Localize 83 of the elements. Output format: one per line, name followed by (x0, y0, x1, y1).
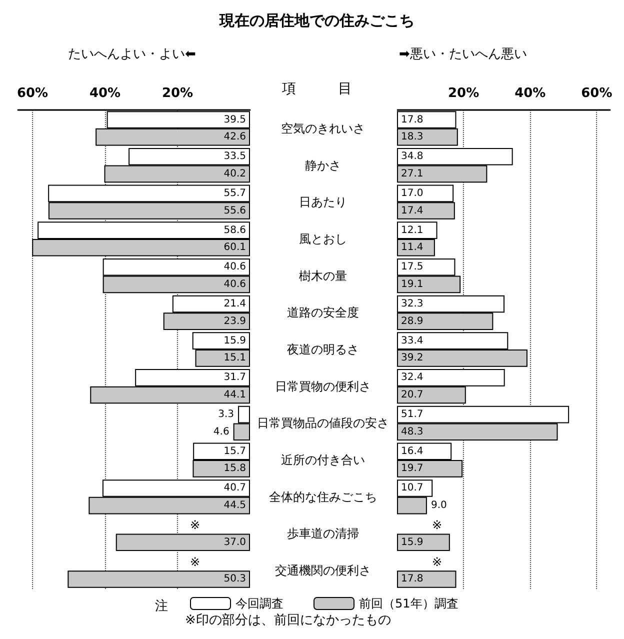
data-label: 9.0 (430, 500, 447, 512)
data-label: 28.9 (401, 316, 424, 327)
x-axis-title: ➡悪い・たいへん悪い (399, 47, 527, 62)
data-label: 39.5 (224, 114, 246, 126)
data-label: 34.8 (401, 151, 424, 162)
data-label: 40.2 (224, 168, 246, 180)
y-tick-label: 交通機関の便利さ (275, 564, 371, 578)
y-tick-label: 全体的な住みごこち (269, 490, 377, 504)
x-tick-label: 40% (89, 86, 121, 101)
y-tick-label: 樹木の量 (299, 268, 347, 283)
data-label: 51.7 (401, 409, 424, 420)
data-label: 17.4 (401, 205, 424, 216)
y-tick-label: 静かさ (305, 158, 341, 172)
data-label: 10.7 (401, 482, 424, 494)
data-label: 27.1 (401, 168, 424, 180)
text: ※ (432, 518, 442, 532)
text: ※ (432, 555, 442, 570)
data-label: 20.7 (401, 390, 424, 401)
data-label: 11.4 (401, 242, 424, 254)
data-label: 32.4 (401, 372, 424, 384)
data-label: 17.8 (401, 114, 424, 126)
data-label: 58.6 (224, 224, 246, 236)
data-label: 15.9 (401, 536, 424, 548)
data-label: 40.7 (224, 482, 246, 494)
data-label: 17.0 (401, 188, 424, 199)
x-tick-label: 60% (581, 86, 612, 101)
data-label: 31.7 (224, 372, 246, 384)
y-tick-label: 近所の付き合い (281, 453, 365, 468)
data-label: 15.1 (224, 352, 246, 364)
data-label: 18.3 (401, 132, 424, 143)
data-label: 23.9 (224, 316, 246, 327)
y-tick-label: 夜道の明るさ (287, 342, 359, 356)
data-label: 17.8 (401, 574, 424, 585)
data-label: 33.4 (401, 335, 424, 346)
data-label: 15.9 (224, 335, 246, 346)
legend-label: 今回調査 (236, 596, 284, 610)
bar (397, 534, 450, 552)
y-tick-label: 歩車道の清掃 (287, 526, 359, 541)
data-label: 32.3 (401, 298, 424, 310)
bar (116, 534, 250, 552)
data-label: 55.6 (224, 205, 246, 216)
x-tick-label: 60% (16, 86, 48, 101)
text: 現在の居住地での住みごこち (218, 12, 414, 30)
data-label: 15.7 (224, 446, 246, 457)
bar (397, 570, 456, 588)
data-label: 40.6 (224, 262, 246, 273)
data-label: 60.1 (224, 242, 246, 254)
bar (68, 570, 250, 588)
y-tick-label: 日常買物の便利さ (275, 379, 371, 394)
text: ※ (190, 555, 200, 570)
y-tick-label: 日常買物品の値段の安さ (257, 416, 389, 430)
data-label: 55.7 (224, 188, 246, 199)
data-label: 21.4 (224, 298, 246, 310)
x-tick-label: 20% (448, 86, 480, 101)
legend-label: 前回（51年）調査 (359, 596, 458, 610)
x-axis-title: たいへんよい・よい⬅ (68, 47, 196, 62)
data-label: 48.3 (401, 426, 424, 438)
x-tick-label: 20% (162, 86, 194, 101)
data-label: 33.5 (224, 151, 246, 162)
data-label: 44.1 (224, 390, 246, 401)
data-label: 19.1 (401, 278, 424, 290)
data-label: 44.5 (224, 500, 246, 512)
data-label: 3.3 (218, 409, 234, 420)
y-tick-label: 風とおし (299, 232, 347, 246)
x-tick-label: 40% (514, 86, 546, 101)
text: 注 (155, 599, 168, 614)
y-tick-label: 空気のきれいさ (281, 121, 365, 136)
data-label: 39.2 (401, 352, 424, 364)
data-label: 15.8 (224, 463, 246, 474)
data-label: 19.7 (401, 463, 424, 474)
data-label: 4.6 (213, 426, 230, 438)
data-label: 50.3 (224, 574, 246, 585)
y-tick-label: 日あたり (299, 195, 347, 210)
data-label: 12.1 (401, 224, 424, 236)
data-label: 17.5 (401, 262, 424, 273)
data-label: 16.4 (401, 446, 424, 457)
text: ※印の部分は、前回になかったもの (185, 613, 391, 628)
data-label: 40.6 (224, 278, 246, 290)
text: ※ (190, 518, 200, 532)
data-label: 42.6 (224, 132, 246, 143)
data-label: 37.0 (224, 536, 246, 548)
y-tick-label: 道路の安全度 (287, 306, 359, 320)
text: 項 目 (281, 81, 352, 97)
